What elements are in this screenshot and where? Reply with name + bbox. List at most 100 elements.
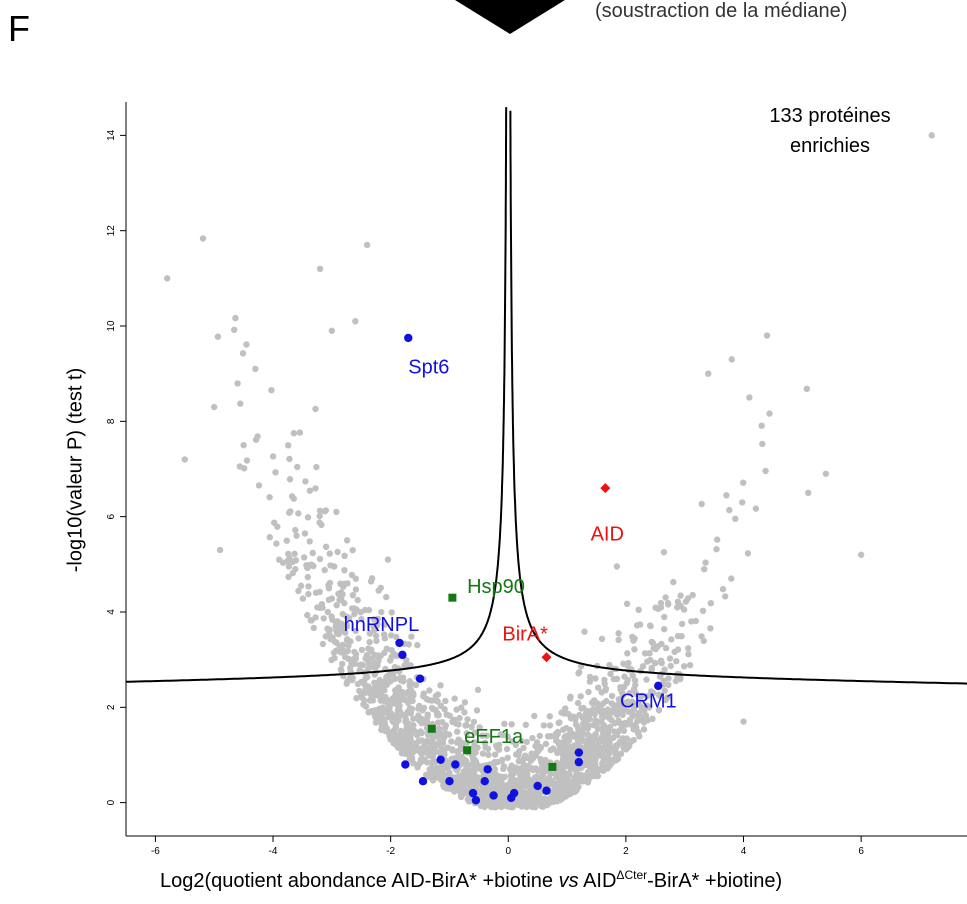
protein-point	[600, 713, 608, 720]
protein-point	[392, 692, 399, 699]
y-tick-label: 0	[106, 799, 117, 805]
protein-point	[611, 728, 618, 735]
protein-point	[285, 550, 292, 558]
protein-point	[529, 734, 536, 742]
protein-point	[617, 750, 625, 757]
protein-point	[301, 530, 309, 537]
protein-point	[506, 765, 514, 773]
protein-point	[397, 710, 405, 717]
protein-point	[279, 559, 287, 566]
protein-point	[583, 774, 590, 782]
protein-point	[634, 712, 641, 719]
protein-point	[489, 801, 496, 808]
protein-point	[429, 705, 436, 713]
protein-point	[595, 708, 602, 715]
protein-point	[387, 657, 394, 664]
protein-point	[578, 705, 585, 712]
protein-point	[546, 713, 553, 720]
protein-point	[542, 777, 549, 784]
protein-point	[381, 621, 388, 628]
protein-point	[728, 575, 735, 582]
protein-point	[458, 788, 465, 795]
protein-point	[689, 591, 696, 599]
protein-point	[470, 718, 478, 726]
blue-highlight-point	[542, 786, 551, 795]
protein-point	[570, 779, 577, 787]
protein-point	[655, 692, 663, 699]
protein-point	[546, 722, 554, 729]
protein-point	[329, 616, 336, 623]
protein-point	[405, 641, 412, 648]
protein-point	[604, 765, 611, 772]
protein-point	[647, 656, 654, 664]
protein-point	[647, 622, 654, 630]
protein-point	[592, 675, 599, 682]
protein-point	[674, 598, 682, 605]
protein-point	[575, 726, 582, 734]
point-label: eEF1a	[464, 726, 524, 748]
protein-point	[732, 515, 739, 522]
blue-highlight-point	[471, 796, 481, 805]
protein-point	[714, 536, 721, 543]
protein-point	[473, 779, 481, 786]
protein-point	[668, 636, 675, 643]
protein-point	[455, 721, 462, 728]
protein-point	[378, 608, 385, 616]
protein-point	[584, 750, 592, 758]
protein-point	[805, 489, 812, 497]
protein-point	[434, 691, 442, 698]
protein-point	[666, 655, 674, 662]
protein-point	[316, 507, 324, 514]
protein-point	[554, 730, 561, 738]
blue-highlight-point	[507, 793, 516, 803]
protein-point	[500, 765, 507, 773]
protein-point	[504, 754, 511, 761]
protein-point	[422, 719, 429, 727]
protein-point	[252, 365, 259, 373]
protein-point	[549, 795, 557, 803]
protein-point	[426, 687, 433, 694]
protein-point	[613, 563, 621, 570]
protein-point	[928, 132, 935, 139]
protein-point	[320, 615, 327, 622]
blue-highlight-point	[445, 776, 454, 786]
protein-point	[661, 666, 668, 673]
x-axis-label: Log2(quotient abondance AID-BirA* +bioti…	[160, 868, 782, 893]
protein-point	[602, 687, 609, 694]
protein-point	[310, 624, 317, 632]
protein-point	[713, 546, 720, 553]
protein-point	[292, 526, 299, 534]
protein-point	[554, 749, 561, 757]
protein-point	[418, 729, 426, 737]
protein-point	[553, 737, 560, 744]
protein-point	[629, 698, 636, 705]
protein-point	[454, 728, 461, 735]
protein-point	[688, 618, 695, 625]
protein-point	[517, 787, 524, 794]
protein-point	[415, 712, 422, 719]
protein-point	[586, 761, 593, 768]
protein-point	[565, 755, 572, 762]
protein-point	[590, 721, 597, 729]
protein-point	[302, 478, 309, 485]
protein-point	[306, 538, 313, 545]
protein-point	[486, 783, 493, 790]
protein-point	[672, 677, 680, 685]
protein-point	[574, 699, 582, 707]
red-highlight-diamond	[600, 483, 611, 494]
protein-point	[353, 695, 360, 702]
protein-point	[294, 463, 301, 471]
point-label: AID	[591, 523, 624, 545]
protein-point	[562, 733, 569, 741]
protein-point	[564, 770, 571, 778]
protein-point	[355, 635, 362, 642]
protein-point	[392, 713, 399, 720]
protein-point	[740, 718, 747, 725]
protein-point	[374, 686, 382, 693]
protein-point	[621, 745, 628, 752]
protein-point	[328, 327, 336, 334]
y-tick-label: 14	[106, 129, 117, 141]
protein-point	[633, 622, 641, 629]
blue-highlight-point	[415, 674, 425, 683]
